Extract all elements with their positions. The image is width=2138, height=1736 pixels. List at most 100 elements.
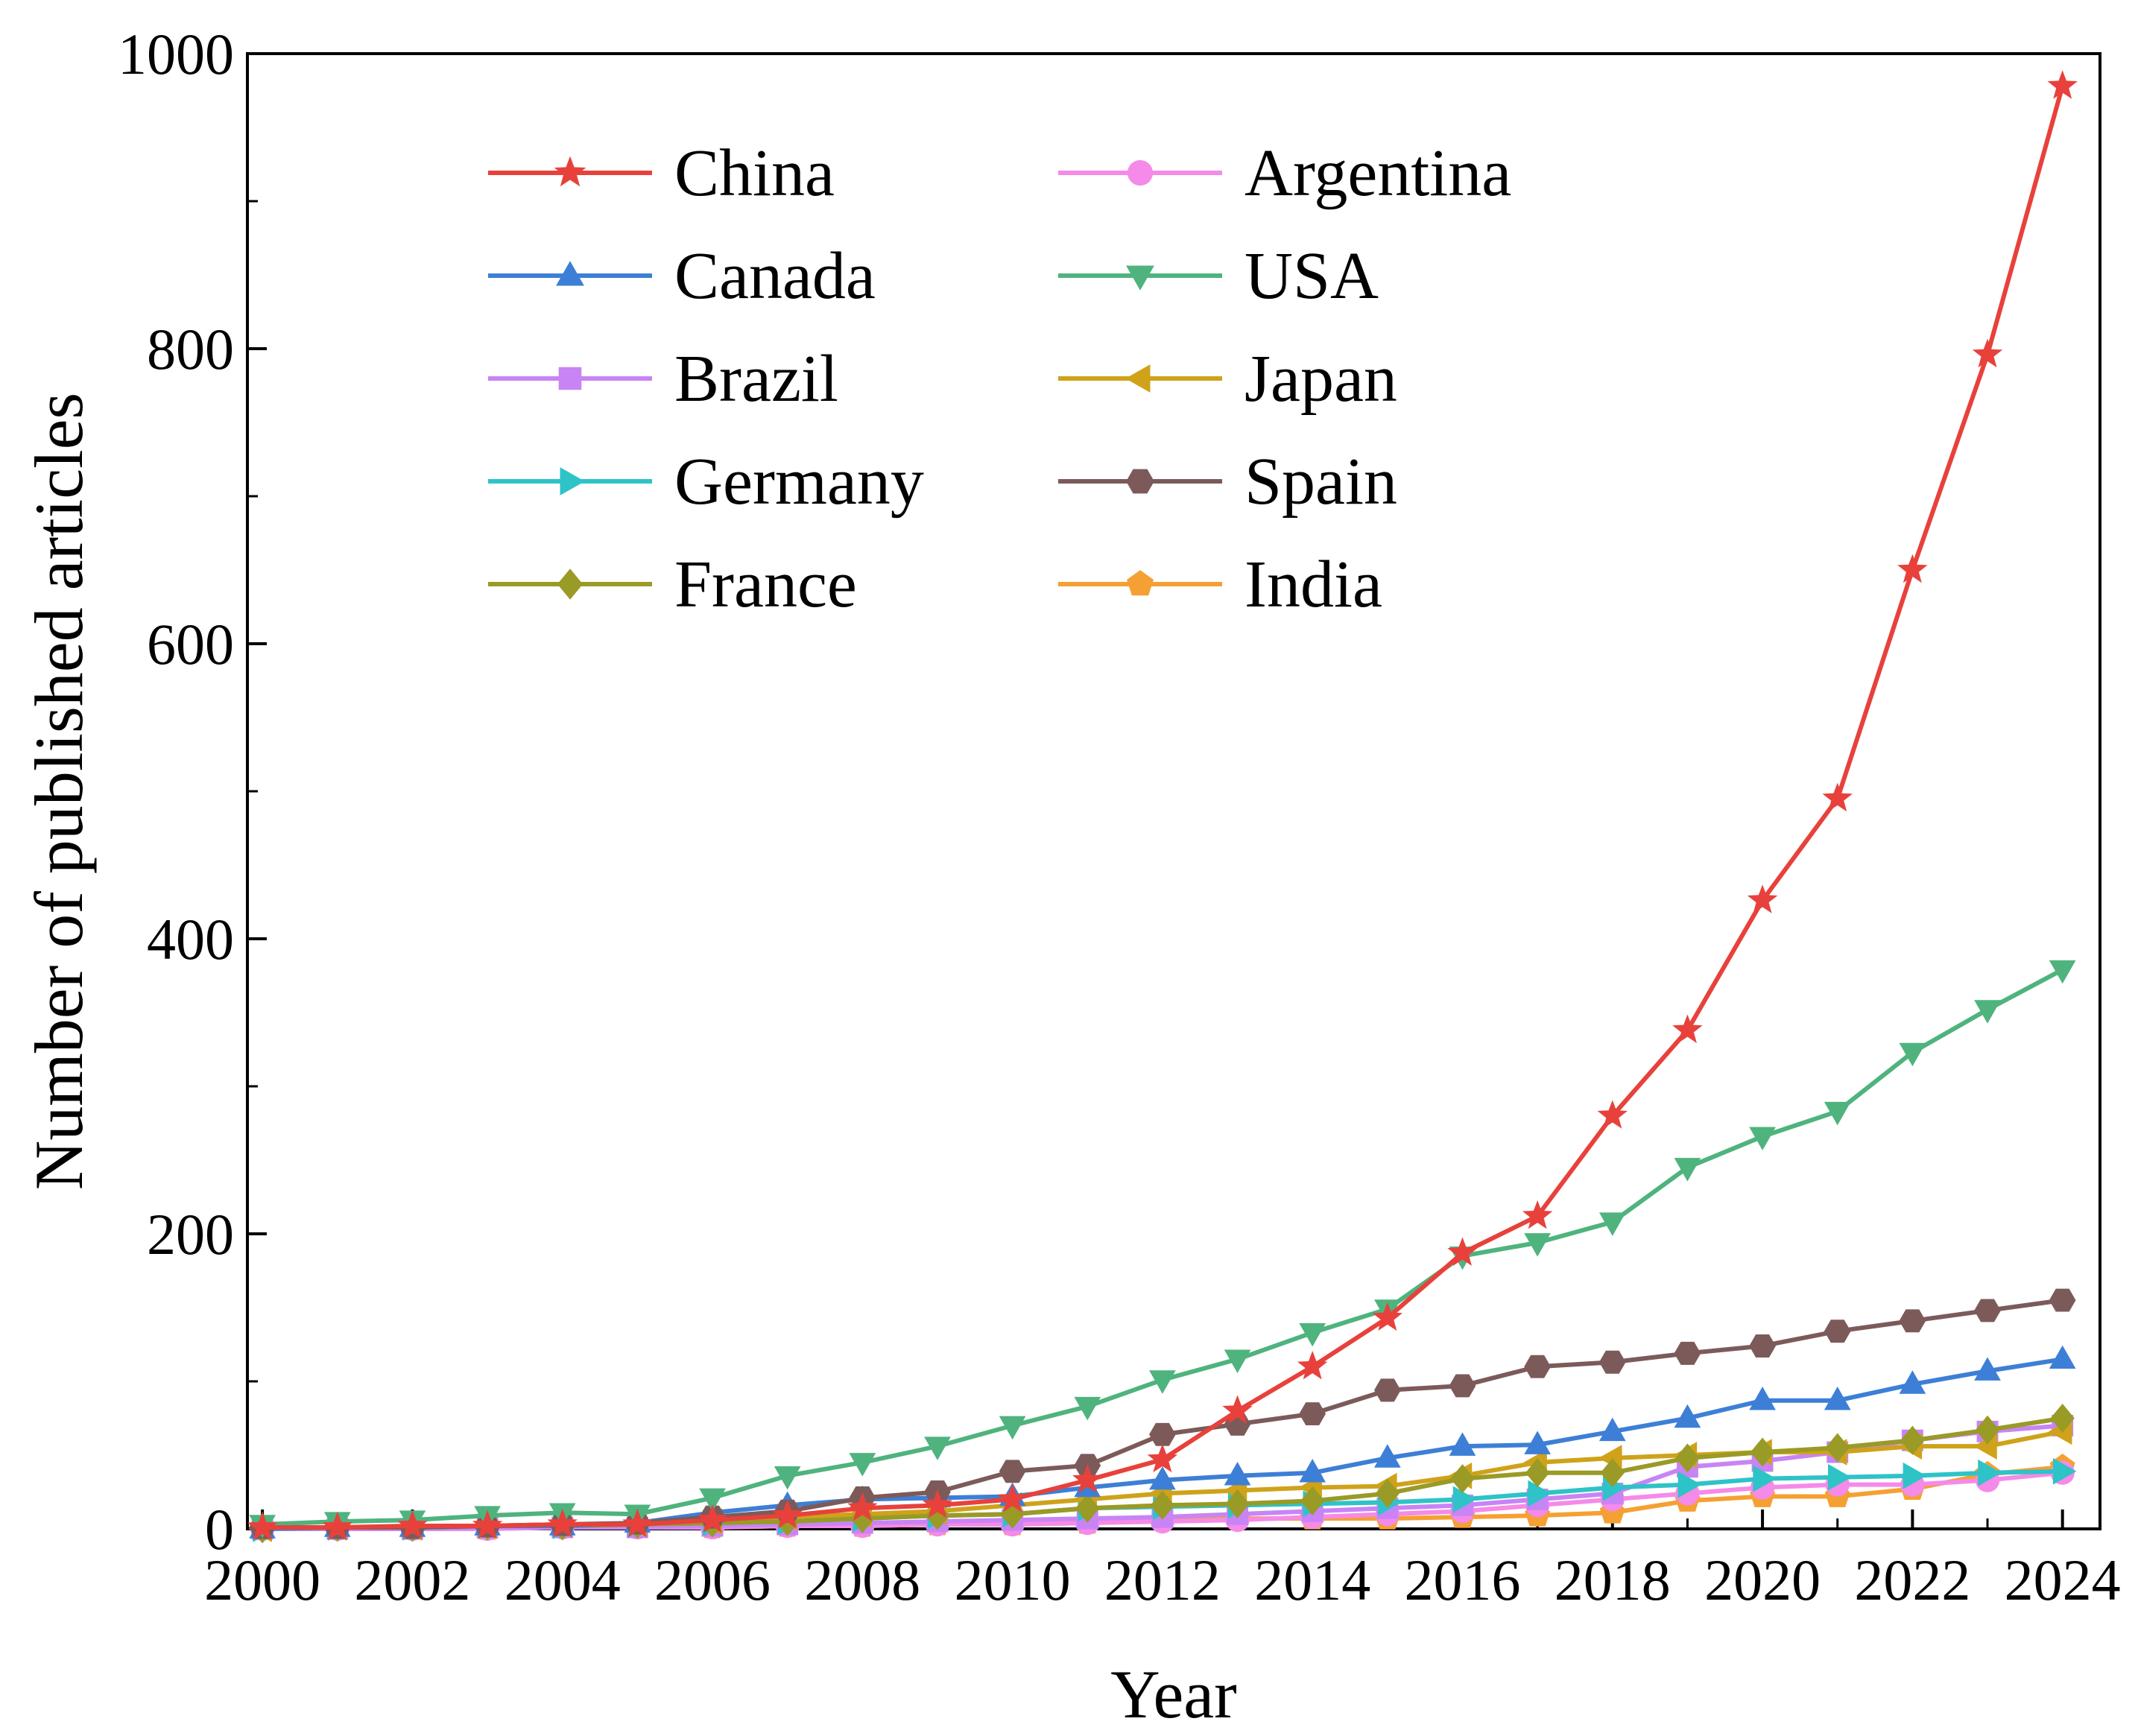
data-point-usa — [849, 1453, 876, 1477]
legend-marker — [1127, 570, 1154, 596]
y-axis: 0 200 400 600 800 1000 — [118, 22, 267, 1562]
data-point-usa — [699, 1488, 726, 1512]
data-point-germany — [1753, 1465, 1777, 1492]
data-point-spain — [2049, 1288, 2076, 1312]
legend-marker — [1126, 469, 1154, 494]
data-point-china — [1447, 1237, 1478, 1266]
legend-item-spain: Spain — [1058, 445, 1397, 519]
data-point-spain — [1899, 1309, 1926, 1333]
x-tick-label: 2008 — [804, 1547, 920, 1612]
legend-label: Spain — [1244, 445, 1397, 519]
data-point-france — [1675, 1443, 1700, 1473]
x-tick-label: 2006 — [654, 1547, 771, 1612]
y-tick-label: 600 — [147, 612, 234, 677]
series-layer — [247, 70, 2078, 1544]
x-tick-label: 2010 — [955, 1547, 1071, 1612]
data-point-canada — [1749, 1387, 1776, 1410]
x-tick-label: 2004 — [505, 1547, 621, 1612]
data-point-canada — [1373, 1444, 1401, 1468]
data-point-canada — [1674, 1404, 1701, 1428]
legend-marker — [557, 568, 583, 600]
data-point-china — [1147, 1443, 1178, 1473]
data-point-canada — [1449, 1432, 1476, 1456]
legend-label: Canada — [674, 239, 876, 313]
data-point-usa — [1598, 1212, 1626, 1236]
legend-marker — [554, 156, 586, 187]
legend-marker — [1126, 265, 1154, 291]
data-point-china — [697, 1504, 728, 1533]
legend: China Canada Brazil Germany France Argentina U… — [488, 136, 1511, 621]
data-point-china — [1747, 884, 1778, 913]
data-point-france — [1450, 1464, 1475, 1494]
legend-label: China — [674, 136, 835, 210]
data-point-china — [1072, 1464, 1103, 1493]
y-tick-label: 1000 — [118, 22, 234, 86]
legend-item-france: France — [488, 548, 857, 621]
data-point-spain — [999, 1460, 1026, 1483]
data-point-usa — [1524, 1233, 1551, 1257]
x-tick-label: 2000 — [204, 1547, 320, 1612]
data-point-france — [2050, 1403, 2075, 1434]
data-point-germany — [1528, 1480, 1552, 1507]
data-point-spain — [1149, 1422, 1176, 1446]
data-point-spain — [1824, 1320, 1851, 1343]
data-point-france — [1825, 1433, 1850, 1463]
data-point-china — [1822, 782, 1853, 812]
data-point-spain — [1749, 1334, 1776, 1358]
data-point-spain — [1373, 1378, 1401, 1402]
data-point-spain — [1974, 1299, 2001, 1322]
data-point-canada — [1824, 1387, 1851, 1410]
data-point-france — [1300, 1486, 1325, 1515]
legend-marker — [560, 467, 585, 495]
data-point-china — [1297, 1350, 1328, 1380]
x-axis-title: Year — [1110, 1656, 1237, 1732]
data-point-france — [1075, 1493, 1100, 1523]
legend-marker — [1127, 159, 1154, 186]
data-point-china — [397, 1510, 428, 1539]
data-point-france — [1525, 1458, 1550, 1488]
x-tick-label: 2002 — [354, 1547, 470, 1612]
data-point-spain — [1524, 1355, 1551, 1378]
data-point-china — [247, 1511, 278, 1541]
data-point-france — [1000, 1499, 1025, 1529]
data-point-china — [922, 1489, 953, 1518]
data-point-china — [1972, 338, 2003, 368]
data-point-spain — [1598, 1350, 1626, 1374]
x-tick-label: 2022 — [1854, 1547, 1970, 1612]
series-line-china — [262, 85, 2065, 1530]
x-tick-label: 2012 — [1104, 1547, 1221, 1612]
data-point-canada — [1899, 1370, 1926, 1394]
legend-item-japan: Japan — [1058, 342, 1397, 416]
data-point-france — [1750, 1437, 1775, 1467]
data-point-germany — [1827, 1463, 1852, 1491]
data-point-china — [1597, 1100, 1628, 1129]
x-tick-label: 2016 — [1404, 1547, 1520, 1612]
legend-item-canada: Canada — [488, 239, 876, 313]
legend-marker — [1125, 364, 1151, 393]
x-tick-label: 2024 — [2005, 1547, 2121, 1612]
legend-item-argentina: Argentina — [1058, 136, 1511, 210]
data-point-canada — [1524, 1431, 1551, 1454]
data-point-china — [2047, 70, 2078, 99]
data-point-usa — [1974, 1000, 2001, 1024]
data-point-usa — [1149, 1370, 1176, 1394]
data-point-china — [547, 1508, 578, 1538]
data-point-usa — [999, 1416, 1026, 1440]
legend-label: France — [674, 548, 857, 621]
legend-label: India — [1244, 548, 1382, 621]
legend-label: Japan — [1244, 342, 1397, 416]
y-axis-title: Number of published articles — [21, 393, 97, 1191]
legend-item-brazil: Brazil — [488, 342, 838, 416]
data-point-china — [847, 1492, 878, 1521]
data-point-china — [1897, 554, 1928, 583]
y-tick-label: 400 — [147, 907, 234, 972]
legend-item-india: India — [1058, 548, 1382, 621]
data-point-canada — [2049, 1345, 2076, 1369]
data-point-spain — [1299, 1402, 1326, 1426]
data-point-china — [1522, 1200, 1553, 1229]
data-point-canada — [1299, 1459, 1326, 1483]
data-point-usa — [1899, 1042, 1926, 1067]
data-point-canada — [1149, 1466, 1176, 1490]
legend-label: Argentina — [1244, 136, 1511, 210]
